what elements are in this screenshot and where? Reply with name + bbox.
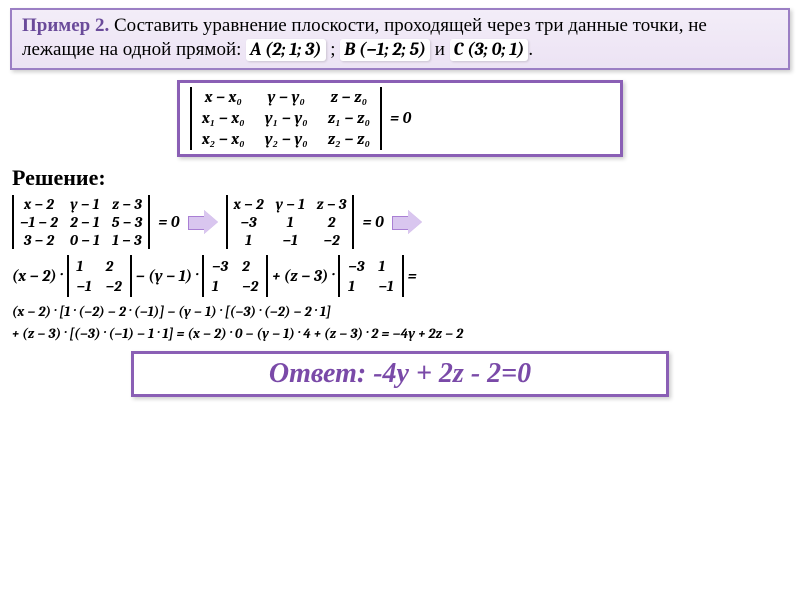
minor-2: −321−2 xyxy=(202,255,268,297)
point-a-chip: A (2; 1; 3) xyxy=(246,39,325,62)
exp-t1: (x − 2) · xyxy=(12,267,63,285)
exp-t2: − (y − 1) · xyxy=(136,267,198,285)
arrow-icon xyxy=(188,210,218,234)
sep2: и xyxy=(430,39,450,60)
general-determinant: x − x₀y − y₀z − z₀ x₁ − x₀y₁ − y₀z₁ − z₀… xyxy=(190,87,610,150)
minor-1: 12−1−2 xyxy=(67,255,132,297)
determinant-2: x − 2y − 1z − 3 −312 1−1−2 xyxy=(226,195,355,249)
general-formula-box: x − x₀y − y₀z − z₀ x₁ − x₀y₁ − y₀z₁ − z₀… xyxy=(177,80,623,157)
calculation-lines: (x − 2) · [1 · (−2) − 2 · (−1)] − (y − 1… xyxy=(12,301,788,346)
calc-line-2: + (z − 3) · [(−3) · (−1) − 1 · 1] = (x −… xyxy=(12,323,788,345)
answer-box: Ответ: -4y + 2z - 2=0 xyxy=(131,351,669,397)
cofactor-expansion: (x − 2) · 12−1−2 − (y − 1) · −321−2 + (z… xyxy=(12,255,788,297)
substitution-row: x − 2y − 1z − 3 −1 − 22 − 15 − 3 3 − 20 … xyxy=(12,195,790,249)
exp-t4: = xyxy=(408,267,417,285)
sep1: ; xyxy=(326,39,341,60)
arrow-icon xyxy=(392,210,422,234)
determinant-1: x − 2y − 1z − 3 −1 − 22 − 15 − 3 3 − 20 … xyxy=(12,195,150,249)
exp-t3: + (z − 3) · xyxy=(272,267,334,285)
formula-eq: = 0 xyxy=(390,109,411,127)
tail: . xyxy=(528,39,533,60)
solution-label: Решение: xyxy=(12,165,800,191)
det1-eq: = 0 xyxy=(158,213,179,231)
point-c-chip: C (3; 0; 1) xyxy=(450,39,529,62)
example-title: Пример 2. xyxy=(22,15,109,36)
det2-eq: = 0 xyxy=(362,213,383,231)
calc-line-1: (x − 2) · [1 · (−2) − 2 · (−1)] − (y − 1… xyxy=(12,301,788,323)
point-b-chip: B (−1; 2; 5) xyxy=(340,39,430,62)
problem-statement-box: Пример 2. Составить уравнение плоскости,… xyxy=(10,8,790,70)
minor-3: −311−1 xyxy=(338,255,403,297)
